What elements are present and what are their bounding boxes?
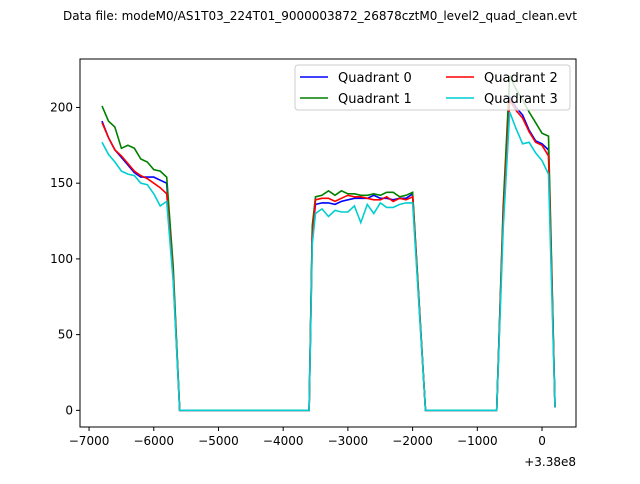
- x-tick-label: −6000: [133, 434, 174, 448]
- legend: Quadrant 0 Quadrant 1 Quadrant 2 Quadrant 3: [294, 64, 571, 111]
- y-tick-label: 100: [50, 252, 73, 266]
- legend-label: Quadrant 2: [484, 71, 558, 86]
- series-line-quadrant-2: [101, 97, 556, 412]
- y-tick-label: 0: [65, 403, 73, 417]
- legend-label: Quadrant 3: [484, 92, 558, 107]
- x-tick-label: −7000: [69, 434, 110, 448]
- x-tick-label: −1000: [457, 434, 498, 448]
- series-line-quadrant-0: [101, 94, 556, 412]
- legend-box: [294, 64, 571, 111]
- y-tick-label: 150: [50, 176, 73, 190]
- legend-label: Quadrant 1: [338, 92, 412, 107]
- x-tick-label: −3000: [328, 434, 369, 448]
- x-tick-label: 0: [538, 434, 546, 448]
- axes-frame: [79, 58, 577, 428]
- chart-title: Data file: modeM0/AS1T03_224T01_90000038…: [63, 9, 577, 23]
- y-tick-label: 50: [58, 328, 73, 342]
- x-tick-label: −5000: [198, 434, 239, 448]
- legend-label: Quadrant 0: [338, 71, 412, 86]
- series-line-quadrant-3: [101, 111, 556, 412]
- y-tick-label: 200: [50, 100, 73, 114]
- x-tick-label: −4000: [263, 434, 304, 448]
- x-offset-text: +3.38e8: [524, 455, 576, 469]
- x-tick-label: −2000: [392, 434, 433, 448]
